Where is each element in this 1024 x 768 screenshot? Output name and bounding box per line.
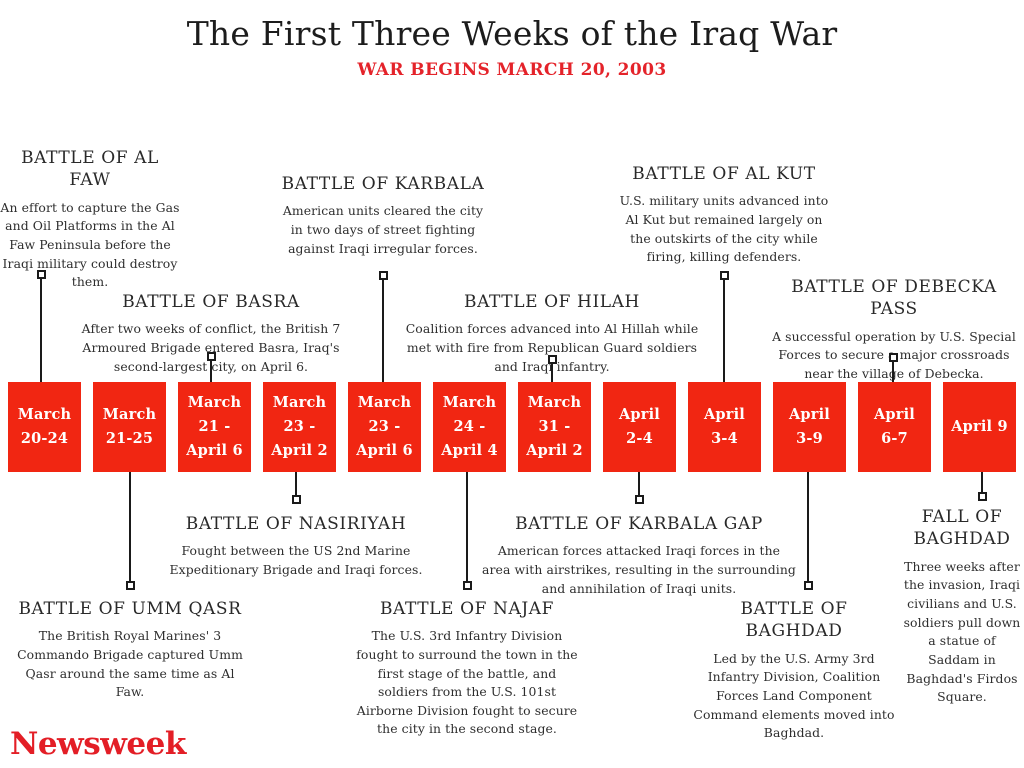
battle-description: A successful operation by U.S. Special F… (772, 328, 1016, 382)
annotation-karbala: BATTLE OF KARBALA American units cleared… (279, 173, 487, 258)
square-marker-icon (378, 271, 388, 280)
battle-description: Three weeks after the invasion, Iraqi ci… (903, 558, 1021, 705)
square-marker-icon (462, 581, 472, 590)
annotation-debecka-pass: BATTLE OF DEBECKA PASS A successful oper… (768, 276, 1020, 384)
battle-title: BATTLE OF DEBECKA PASS (791, 277, 997, 320)
square-marker-icon (206, 352, 216, 361)
battle-description: Led by the U.S. Army 3rd Infantry Divisi… (693, 650, 895, 741)
timeline-date-box: March 24 - April 4 (433, 382, 506, 472)
square-marker-icon (36, 270, 46, 279)
connector-basra (206, 352, 216, 382)
connector-nasiriyah (291, 472, 301, 504)
annotation-umm-qasr: BATTLE OF UMM QASR The British Royal Mar… (12, 598, 248, 702)
annotation-fall-of-baghdad: FALL OF BAGHDAD Three weeks after the in… (901, 506, 1023, 707)
square-marker-icon (719, 271, 729, 280)
battle-description: Fought between the US 2nd Marine Expedit… (169, 543, 423, 578)
battle-description: American units cleared the city in two d… (282, 203, 484, 256)
connector-hilah (547, 355, 557, 382)
page-subtitle: WAR BEGINS MARCH 20, 2003 (357, 60, 667, 80)
battle-title: BATTLE OF KARBALA GAP (515, 514, 763, 534)
annotation-al-faw: BATTLE OF AL FAW An effort to capture th… (0, 147, 180, 292)
connector-karbala-gap (634, 472, 644, 504)
battle-description: The U.S. 3rd Infantry Division fought to… (356, 628, 578, 737)
annotation-hilah: BATTLE OF HILAH Coalition forces advance… (399, 291, 705, 376)
connector-fall-of-baghdad (977, 472, 987, 501)
timeline-date-box: March 20-24 (8, 382, 81, 472)
connector-umm-qasr (125, 472, 135, 590)
battle-title: BATTLE OF KARBALA (281, 174, 485, 194)
connector-al-kut (719, 271, 729, 382)
battle-title: BATTLE OF BASRA (122, 292, 300, 312)
square-marker-icon (888, 353, 898, 362)
connector-debecka-pass (888, 353, 898, 382)
newsweek-logo: Newsweek (10, 726, 186, 762)
annotation-karbala-gap: BATTLE OF KARBALA GAP American forces at… (482, 513, 796, 598)
timeline-date-box: March 21-25 (93, 382, 166, 472)
timeline-date-box: March 21 - April 6 (178, 382, 251, 472)
page-title: The First Three Weeks of the Iraq War (186, 14, 838, 53)
battle-title: BATTLE OF NAJAF (379, 599, 555, 619)
battle-description: Coalition forces advanced into Al Hillah… (405, 321, 699, 374)
annotation-nasiriyah: BATTLE OF NASIRIYAH Fought between the U… (161, 513, 431, 580)
battle-title: BATTLE OF BAGHDAD (740, 599, 848, 642)
connector-karbala (378, 271, 388, 382)
battle-title: BATTLE OF HILAH (463, 292, 640, 312)
square-marker-icon (291, 495, 301, 504)
battle-title: BATTLE OF AL KUT (632, 164, 816, 184)
timeline-date-box: March 23 - April 6 (348, 382, 421, 472)
timeline-date-box: March 31 - April 2 (518, 382, 591, 472)
timeline-date-box: March 23 - April 2 (263, 382, 336, 472)
connector-baghdad (803, 472, 813, 590)
timeline-date-box: April 3-9 (773, 382, 846, 472)
battle-title: BATTLE OF NASIRIYAH (185, 514, 407, 534)
timeline-date-box: April 3-4 (688, 382, 761, 472)
square-marker-icon (803, 581, 813, 590)
timeline-date-box: April 6-7 (858, 382, 931, 472)
battle-description: An effort to capture the Gas and Oil Pla… (0, 199, 180, 290)
square-marker-icon (977, 492, 987, 501)
battle-description: The British Royal Marines' 3 Commando Br… (17, 628, 243, 700)
connector-najaf (462, 472, 472, 590)
annotation-al-kut: BATTLE OF AL KUT U.S. military units adv… (617, 163, 831, 267)
annotation-baghdad: BATTLE OF BAGHDAD Led by the U.S. Army 3… (690, 598, 898, 743)
battle-description: U.S. military units advanced into Al Kut… (619, 193, 829, 265)
connector-al-faw (36, 270, 46, 382)
timeline-date-box: April 9 (943, 382, 1016, 472)
square-marker-icon (547, 355, 557, 364)
timeline-date-box: April 2-4 (603, 382, 676, 472)
square-marker-icon (125, 581, 135, 590)
battle-description: American forces attacked Iraqi forces in… (482, 543, 796, 596)
annotation-najaf: BATTLE OF NAJAF The U.S. 3rd Infantry Di… (354, 598, 580, 739)
battle-title: BATTLE OF AL FAW (21, 148, 159, 191)
battle-title: FALL OF BAGHDAD (913, 507, 1011, 550)
battle-title: BATTLE OF UMM QASR (18, 599, 242, 619)
square-marker-icon (634, 495, 644, 504)
